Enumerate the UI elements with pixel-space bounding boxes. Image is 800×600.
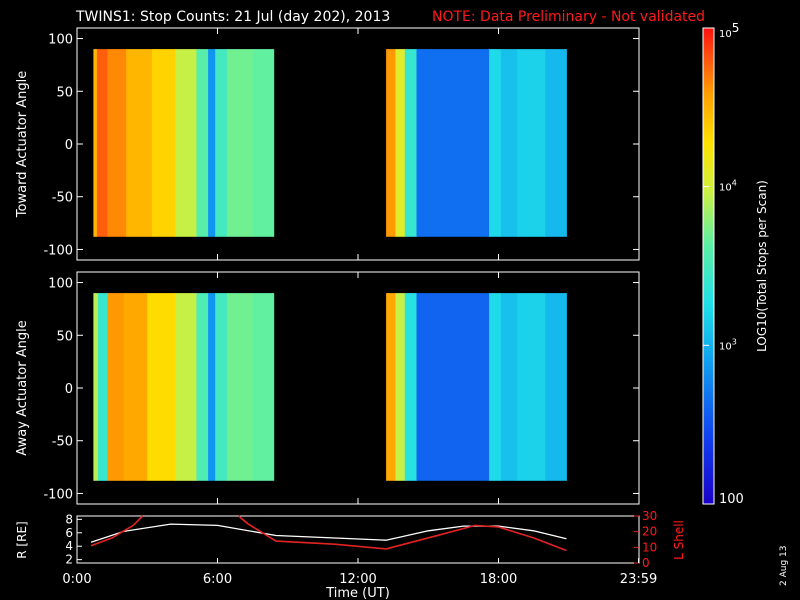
toward-y-axis: 100 50 0 -50 -100 bbox=[43, 28, 640, 260]
away-heatmap-column-14 bbox=[416, 293, 490, 481]
orbit-lines bbox=[90, 515, 567, 552]
toward-heatmap-column-11 bbox=[386, 49, 396, 237]
away-heatmap-column-9 bbox=[226, 293, 254, 481]
away-heatmap-column-7 bbox=[208, 293, 216, 481]
away-heatmap-column-3 bbox=[123, 293, 148, 481]
l-shell-series-line-0 bbox=[90, 515, 144, 547]
figure-title: TWINS1: Stop Counts: 21 Jul (day 202), 2… bbox=[75, 9, 390, 25]
toward-y-tick-label-0: 100 bbox=[48, 33, 73, 48]
toward-y-label: Toward Actuator Angle bbox=[15, 71, 30, 218]
r-y-tick-label-3: 2 bbox=[65, 553, 73, 567]
r-axis-label: R [RE] bbox=[15, 521, 29, 558]
colorbar-ticks: 105 104 103 100 bbox=[703, 21, 744, 507]
toward-heatmap-column-4 bbox=[151, 49, 176, 237]
away-heatmap-column-1 bbox=[98, 293, 108, 481]
colorbar-tick-label-3: 100 bbox=[719, 492, 744, 507]
l-shell-y-tick-label-0: 30 bbox=[642, 509, 657, 523]
colorbar-tick-label-1: 104 bbox=[719, 179, 737, 194]
toward-heatmap-column-18 bbox=[545, 49, 567, 237]
colorbar-tick-label-0: 105 bbox=[719, 21, 739, 40]
away-y-tick-label-4: -100 bbox=[43, 487, 73, 502]
x-tick-label-2: 12:00 bbox=[339, 572, 376, 587]
date-stamp: 2 Aug 13 bbox=[779, 546, 789, 586]
l-shell-axis-label: L Shell bbox=[672, 520, 686, 560]
away-heatmap-column-18 bbox=[545, 293, 567, 481]
toward-heatmap-column-13 bbox=[404, 49, 417, 237]
time-x-axis: 0:00 6:00 12:00 18:00 23:59 bbox=[62, 558, 657, 587]
away-y-tick-label-3: -50 bbox=[52, 435, 73, 450]
toward-y-tick-label-1: 50 bbox=[56, 85, 73, 100]
toward-y-tick-label-2: 0 bbox=[65, 138, 73, 153]
toward-heatmap-column-6 bbox=[196, 49, 209, 237]
colorbar-tick-label-2: 103 bbox=[719, 337, 737, 352]
away-heatmap-column-12 bbox=[395, 293, 406, 481]
x-tick-label-4: 23:59 bbox=[620, 572, 657, 587]
toward-heatmap-column-0 bbox=[93, 49, 98, 237]
toward-actuator-panel: 100 50 0 -50 -100 Toward Actuator Angle bbox=[15, 27, 640, 261]
l-shell-y-tick-label-3: 0 bbox=[642, 556, 650, 570]
toward-heatmap-column-9 bbox=[226, 49, 254, 237]
colorbar: 105 104 103 100 LOG10(Total Stops per Scan) bbox=[702, 21, 769, 507]
toward-heatmap-column-2 bbox=[107, 49, 127, 237]
toward-heatmap-column-14 bbox=[416, 49, 490, 237]
away-heatmap-column-16 bbox=[500, 293, 518, 481]
toward-heatmap-column-17 bbox=[517, 49, 546, 237]
away-y-tick-label-0: 100 bbox=[48, 277, 73, 292]
toward-heatmap-column-5 bbox=[175, 49, 197, 237]
r-y-tick-label-1: 6 bbox=[65, 526, 73, 540]
away-y-tick-label-1: 50 bbox=[56, 329, 73, 344]
toward-heatmap-column-8 bbox=[215, 49, 228, 237]
toward-heatmap-column-12 bbox=[395, 49, 406, 237]
x-tick-label-0: 0:00 bbox=[62, 572, 91, 587]
away-y-axis: 100 50 0 -50 -100 bbox=[43, 272, 640, 504]
away-heatmap-column-0 bbox=[93, 293, 99, 481]
away-heatmap-cells bbox=[93, 293, 567, 481]
away-heatmap-column-15 bbox=[489, 293, 502, 481]
away-y-tick-label-2: 0 bbox=[65, 382, 73, 397]
toward-y-tick-label-4: -100 bbox=[43, 243, 73, 258]
preliminary-note: NOTE: Data Preliminary - Not validated bbox=[432, 9, 705, 25]
toward-heatmap-column-15 bbox=[489, 49, 502, 237]
l-shell-series-line-1 bbox=[238, 515, 567, 552]
toward-heatmap-column-7 bbox=[208, 49, 216, 237]
away-heatmap-column-6 bbox=[196, 293, 209, 481]
away-heatmap-column-17 bbox=[517, 293, 546, 481]
away-heatmap-column-11 bbox=[386, 293, 396, 481]
r-y-tick-label-2: 4 bbox=[65, 539, 73, 553]
toward-heatmap-cells bbox=[93, 49, 567, 237]
l-shell-y-tick-label-1: 20 bbox=[642, 525, 657, 539]
x-tick-label-1: 6:00 bbox=[203, 572, 232, 587]
colorbar-label: LOG10(Total Stops per Scan) bbox=[755, 180, 769, 352]
x-tick-label-3: 18:00 bbox=[480, 572, 517, 587]
toward-heatmap-column-16 bbox=[500, 49, 518, 237]
x-axis-label: Time (UT) bbox=[325, 586, 390, 600]
away-heatmap-column-10 bbox=[252, 293, 275, 481]
away-y-label: Away Actuator Angle bbox=[15, 320, 30, 455]
toward-heatmap-column-10 bbox=[252, 49, 275, 237]
away-heatmap-column-8 bbox=[215, 293, 228, 481]
toward-heatmap-column-3 bbox=[126, 49, 153, 237]
colorbar-gradient bbox=[702, 27, 715, 505]
toward-y-tick-label-3: -50 bbox=[52, 191, 73, 206]
r-y-tick-label-0: 8 bbox=[65, 512, 73, 526]
away-heatmap-column-13 bbox=[404, 293, 417, 481]
away-heatmap-column-5 bbox=[175, 293, 197, 481]
r-series-line bbox=[90, 523, 567, 543]
toward-heatmap-column-1 bbox=[96, 49, 108, 237]
l-shell-y-tick-label-2: 10 bbox=[642, 540, 657, 554]
away-heatmap-column-2 bbox=[107, 293, 125, 481]
away-actuator-panel: 100 50 0 -50 -100 Away Actuator Angle bbox=[15, 271, 640, 505]
away-heatmap-column-4 bbox=[147, 293, 176, 481]
